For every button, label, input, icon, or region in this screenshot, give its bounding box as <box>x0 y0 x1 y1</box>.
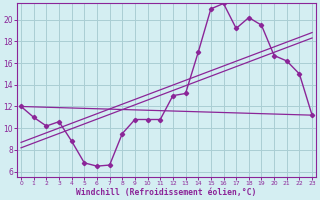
X-axis label: Windchill (Refroidissement éolien,°C): Windchill (Refroidissement éolien,°C) <box>76 188 257 197</box>
